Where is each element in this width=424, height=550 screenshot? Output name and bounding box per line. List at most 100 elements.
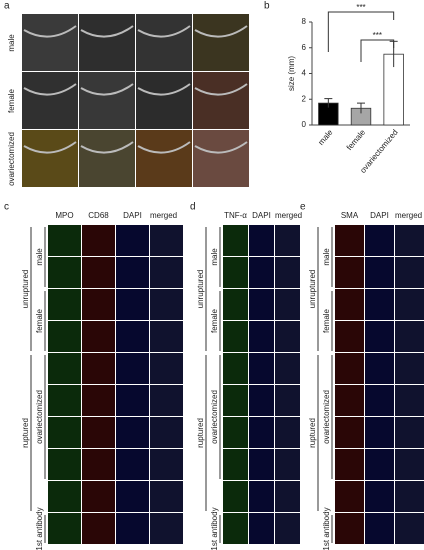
x-tick-label: male bbox=[316, 127, 334, 146]
micrograph bbox=[48, 289, 81, 320]
micrograph bbox=[223, 289, 248, 320]
micrograph bbox=[82, 417, 115, 448]
micrograph bbox=[82, 449, 115, 480]
significance-bracket bbox=[327, 11, 395, 52]
panel-label: c bbox=[4, 202, 9, 213]
micrograph bbox=[48, 353, 81, 384]
micrograph bbox=[365, 385, 394, 416]
annotation: *** bbox=[373, 31, 382, 40]
y-tick-label: 2 bbox=[302, 94, 307, 103]
micrograph bbox=[116, 481, 149, 512]
row-label: 1st antibody bbox=[210, 507, 219, 550]
annotation: *** bbox=[356, 3, 365, 12]
micrograph bbox=[365, 449, 394, 480]
micrograph bbox=[395, 417, 424, 448]
micrograph bbox=[150, 257, 183, 288]
micrograph bbox=[223, 353, 248, 384]
micrograph bbox=[223, 257, 248, 288]
micrograph bbox=[395, 353, 424, 384]
micrograph bbox=[116, 449, 149, 480]
row-label: female bbox=[7, 88, 16, 113]
micrograph bbox=[335, 225, 364, 256]
panel-label: e bbox=[300, 202, 306, 213]
micrograph bbox=[48, 417, 81, 448]
row-label: unruptured bbox=[196, 270, 205, 309]
significance-bracket bbox=[360, 39, 395, 62]
vessel bbox=[80, 25, 134, 38]
micrograph bbox=[365, 417, 394, 448]
micrograph bbox=[82, 257, 115, 288]
micrograph bbox=[116, 225, 149, 256]
row-label: ruptured bbox=[308, 418, 317, 448]
micrograph bbox=[275, 257, 300, 288]
micrograph bbox=[335, 513, 364, 544]
photo bbox=[193, 72, 249, 129]
micrograph bbox=[335, 417, 364, 448]
micrograph bbox=[249, 481, 274, 512]
micrograph bbox=[395, 321, 424, 352]
micrograph bbox=[116, 289, 149, 320]
micrograph bbox=[82, 321, 115, 352]
micrograph bbox=[116, 257, 149, 288]
row-label: 1st antibody bbox=[322, 507, 331, 550]
micrograph bbox=[223, 417, 248, 448]
micrograph bbox=[335, 289, 364, 320]
photo bbox=[136, 130, 192, 187]
micrograph bbox=[395, 481, 424, 512]
micrograph bbox=[223, 385, 248, 416]
micrograph bbox=[249, 257, 274, 288]
micrograph bbox=[365, 321, 394, 352]
micrograph bbox=[48, 257, 81, 288]
row-label: 1st antibody bbox=[35, 507, 44, 550]
vessel bbox=[80, 141, 134, 154]
micrograph bbox=[150, 353, 183, 384]
vessel bbox=[23, 141, 77, 154]
micrograph bbox=[365, 225, 394, 256]
micrograph bbox=[116, 353, 149, 384]
channel-label: SMA bbox=[341, 211, 359, 220]
micrograph bbox=[395, 257, 424, 288]
micrograph bbox=[48, 385, 81, 416]
row-label: male bbox=[322, 248, 331, 266]
micrograph bbox=[82, 481, 115, 512]
micrograph bbox=[275, 449, 300, 480]
row-label: ovariectomized bbox=[210, 390, 219, 444]
micrograph bbox=[48, 449, 81, 480]
row-label: unruptured bbox=[308, 270, 317, 309]
row-label: female bbox=[35, 308, 44, 333]
micrograph bbox=[275, 417, 300, 448]
vessel bbox=[137, 83, 191, 96]
micrograph bbox=[249, 321, 274, 352]
vessel bbox=[194, 141, 248, 154]
vessel bbox=[80, 83, 134, 96]
micrograph bbox=[150, 321, 183, 352]
vessel bbox=[137, 141, 191, 154]
micrograph bbox=[223, 481, 248, 512]
micrograph bbox=[335, 449, 364, 480]
y-tick-label: 6 bbox=[302, 43, 307, 52]
vessel bbox=[137, 25, 191, 38]
channel-label: merged bbox=[395, 211, 422, 220]
micrograph bbox=[82, 513, 115, 544]
micrograph bbox=[48, 321, 81, 352]
channel-label: MPO bbox=[55, 211, 73, 220]
photo bbox=[22, 130, 78, 187]
row-label: male bbox=[210, 248, 219, 266]
micrograph bbox=[150, 513, 183, 544]
channel-label: TNF-α bbox=[224, 211, 247, 220]
row-label: male bbox=[35, 248, 44, 266]
channel-label: DAPI bbox=[370, 211, 389, 220]
micrograph bbox=[249, 513, 274, 544]
photo bbox=[136, 14, 192, 71]
photo bbox=[136, 72, 192, 129]
channel-label: merged bbox=[150, 211, 177, 220]
micrograph bbox=[395, 449, 424, 480]
micrograph bbox=[150, 417, 183, 448]
micrograph bbox=[365, 257, 394, 288]
micrograph bbox=[223, 321, 248, 352]
vessel bbox=[194, 83, 248, 96]
channel-label: merged bbox=[275, 211, 302, 220]
micrograph bbox=[335, 481, 364, 512]
micrograph bbox=[395, 513, 424, 544]
